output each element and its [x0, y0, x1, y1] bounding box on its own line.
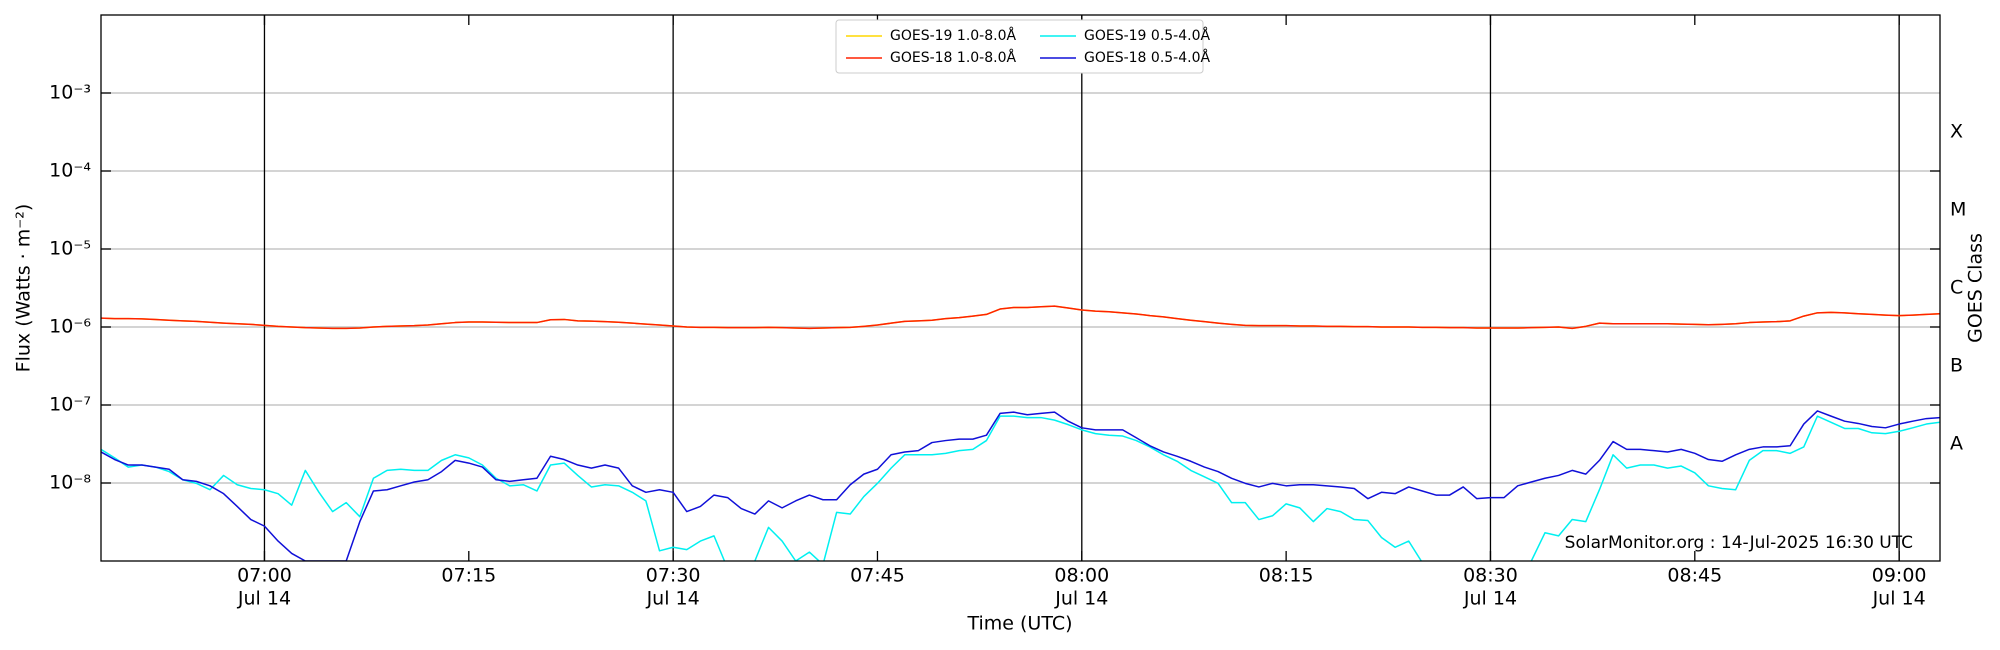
y-tick-label: 10⁻³ [49, 82, 91, 104]
legend: GOES-19 1.0-8.0Å GOES-18 1.0-8.0Å GOES-19 … [835, 19, 1210, 74]
y2-tick-label: A [1950, 433, 1963, 455]
x-tick-label: 07:45 [850, 565, 905, 587]
y-tick-label: 10⁻⁶ [49, 316, 91, 338]
legend-label: GOES-19 0.5-4.0Å [1084, 27, 1210, 44]
x-tick-date: Jul 14 [1872, 588, 1926, 610]
series-line [101, 305, 1940, 330]
y2-tick-label: B [1950, 355, 1963, 377]
x-tick-label: 08:45 [1667, 565, 1722, 587]
x-axis-label: Time (UTC) [966, 613, 1072, 635]
y2-tick-label: C [1950, 277, 1963, 299]
legend-label: GOES-18 1.0-8.0Å [890, 49, 1016, 66]
x-tick-label: 08:15 [1259, 565, 1314, 587]
x-tick-label: 07:00 [237, 565, 292, 587]
annotation: SolarMonitor.org : 14-Jul-2025 16:30 UTC [1565, 533, 1913, 553]
x-tick-label: 08:00 [1054, 565, 1109, 587]
y2-axis-label: GOES Class [1965, 233, 1987, 343]
plot-lines [101, 305, 1940, 561]
x-tick-label: 07:15 [441, 565, 496, 587]
x-tick-date: Jul 14 [1463, 588, 1517, 610]
series-line [101, 415, 1940, 561]
legend-label: GOES-19 1.0-8.0Å [890, 27, 1016, 44]
y-tick-label: 10⁻⁷ [49, 394, 91, 416]
grid [101, 15, 1940, 561]
x-tick-date: Jul 14 [237, 588, 291, 610]
series-line [101, 410, 1940, 561]
x-tick-date: Jul 14 [646, 588, 700, 610]
x-tick-label: 09:00 [1872, 565, 1927, 587]
x-tick-label: 07:30 [646, 565, 701, 587]
y-tick-label: 10⁻⁸ [49, 472, 91, 494]
y2-tick-label: M [1950, 199, 1966, 221]
x-tick-date: Jul 14 [1054, 588, 1108, 610]
plot-frame [100, 14, 1941, 562]
legend-box [835, 19, 1204, 74]
x-tick-label: 08:30 [1463, 565, 1518, 587]
y-tick-label: 10⁻⁵ [49, 238, 91, 260]
legend-label: GOES-18 0.5-4.0Å [1084, 49, 1210, 66]
y2-tick-label: X [1950, 121, 1963, 143]
y-axis-label: Flux (Watts · m⁻²) [13, 204, 35, 373]
y-tick-label: 10⁻⁴ [49, 160, 91, 182]
